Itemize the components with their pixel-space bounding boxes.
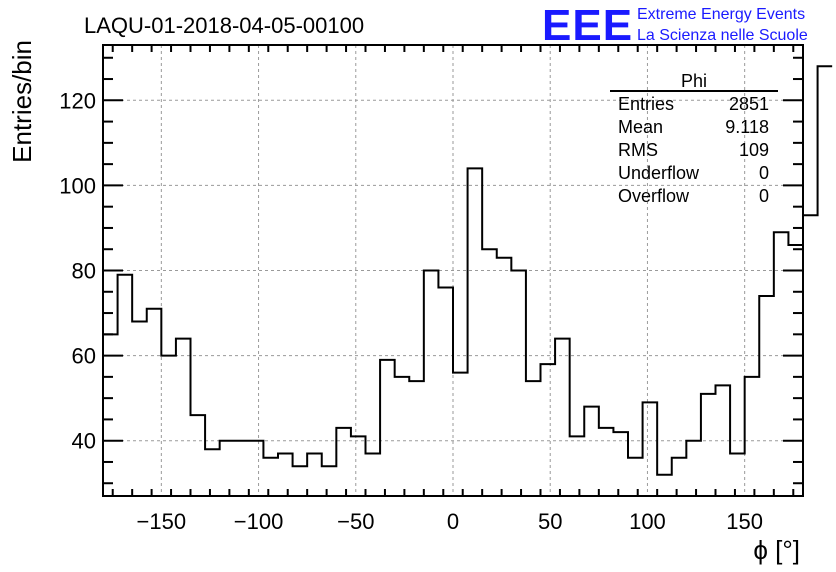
stats-label-overflow: Overflow [618,186,690,206]
histogram-bin [220,441,235,496]
stats-label-entries: Entries [618,94,674,114]
histogram-bin [818,66,833,496]
histogram-bin [176,339,191,496]
x-tick-label: 50 [538,509,562,534]
stats-label-rms: RMS [618,140,658,160]
histogram-bin [672,458,687,496]
histogram-bin [293,466,308,496]
histogram-bin [745,377,760,496]
histogram-bin [701,394,716,496]
histogram-bin [657,475,672,496]
x-axis-label: ϕ [°] [753,535,800,565]
histogram-bin [468,168,483,496]
histogram-bin [438,288,453,496]
stats-value-underflow: 0 [759,163,769,183]
histogram-bin [555,339,570,496]
histogram-bin [497,258,512,496]
y-tick-label: 60 [72,344,96,369]
x-tick-label: 0 [447,509,459,534]
stats-label-underflow: Underflow [618,163,700,183]
chart-title: LAQU-01-2018-04-05-00100 [84,13,364,38]
x-tick-label: −150 [137,509,187,534]
axis-ticks [103,45,803,496]
histogram-bin [191,415,206,496]
histogram-bin [161,356,176,496]
y-tick-label: 80 [72,259,96,284]
x-tick-label: −100 [234,509,284,534]
histogram-bin [249,441,264,496]
histogram-bin [395,377,410,496]
histogram-bin [307,453,322,496]
histogram-bin [409,381,424,496]
histogram-bin [147,309,162,496]
histogram-bin [774,232,789,496]
x-tick-label: −50 [337,509,374,534]
histogram-series [103,65,833,497]
histogram-bin [380,360,395,496]
stats-label-mean: Mean [618,117,663,137]
stats-box: Phi Entries 2851 Mean 9.118 RMS 109 Unde… [610,71,778,206]
histogram-bin [803,215,818,496]
histogram-bin [759,296,774,496]
logo-line-2: La Scienza nelle Scuole [637,27,808,44]
y-tick-label: 120 [59,88,96,113]
histogram-bin [263,458,278,496]
histogram-bin [788,245,803,496]
histogram-bin [643,402,658,496]
stats-name: Phi [681,71,707,91]
histogram-bin [118,275,133,496]
histogram-bin [613,432,628,496]
histogram-bin [453,373,468,496]
histogram-bin [322,466,337,496]
histogram-bin [132,322,147,496]
histogram-bin [628,458,643,496]
histogram-bin [103,334,118,496]
y-tick-label: 40 [72,429,96,454]
histogram-bin [482,249,497,496]
histogram-bin [716,385,731,496]
x-tick-label: 150 [726,509,763,534]
stats-value-overflow: 0 [759,186,769,206]
histogram-bin [205,449,220,496]
histogram-line [103,65,833,476]
histogram-bin [424,271,439,497]
histogram-bin [234,441,249,496]
histogram-bin [570,436,585,496]
logo-line-1: Extreme Energy Events [637,6,805,23]
histogram-bin [730,453,745,496]
y-axis-label: Entries/bin [7,40,37,163]
histogram-bin [351,436,366,496]
plot-frame [102,44,804,497]
x-tick-label: 100 [629,509,666,534]
histogram-bin [584,407,599,496]
histogram-bin [541,364,556,496]
y-tick-label: 100 [59,173,96,198]
x-tick-labels: −150 −100 −50 0 50 100 150 [137,509,763,534]
y-tick-labels: 40 60 80 100 120 [59,88,96,453]
stats-value-mean: 9.118 [725,117,769,137]
histogram-bin [686,441,701,496]
histogram-bin [278,453,293,496]
stats-value-rms: 109 [739,140,769,160]
histogram-bin [366,453,381,496]
histogram-bin [511,271,526,497]
logo-mark: EEE [542,1,633,50]
histogram-bin [599,428,614,496]
stats-value-entries: 2851 [729,94,769,114]
histogram-bin [336,428,351,496]
histogram-bin [526,381,541,496]
